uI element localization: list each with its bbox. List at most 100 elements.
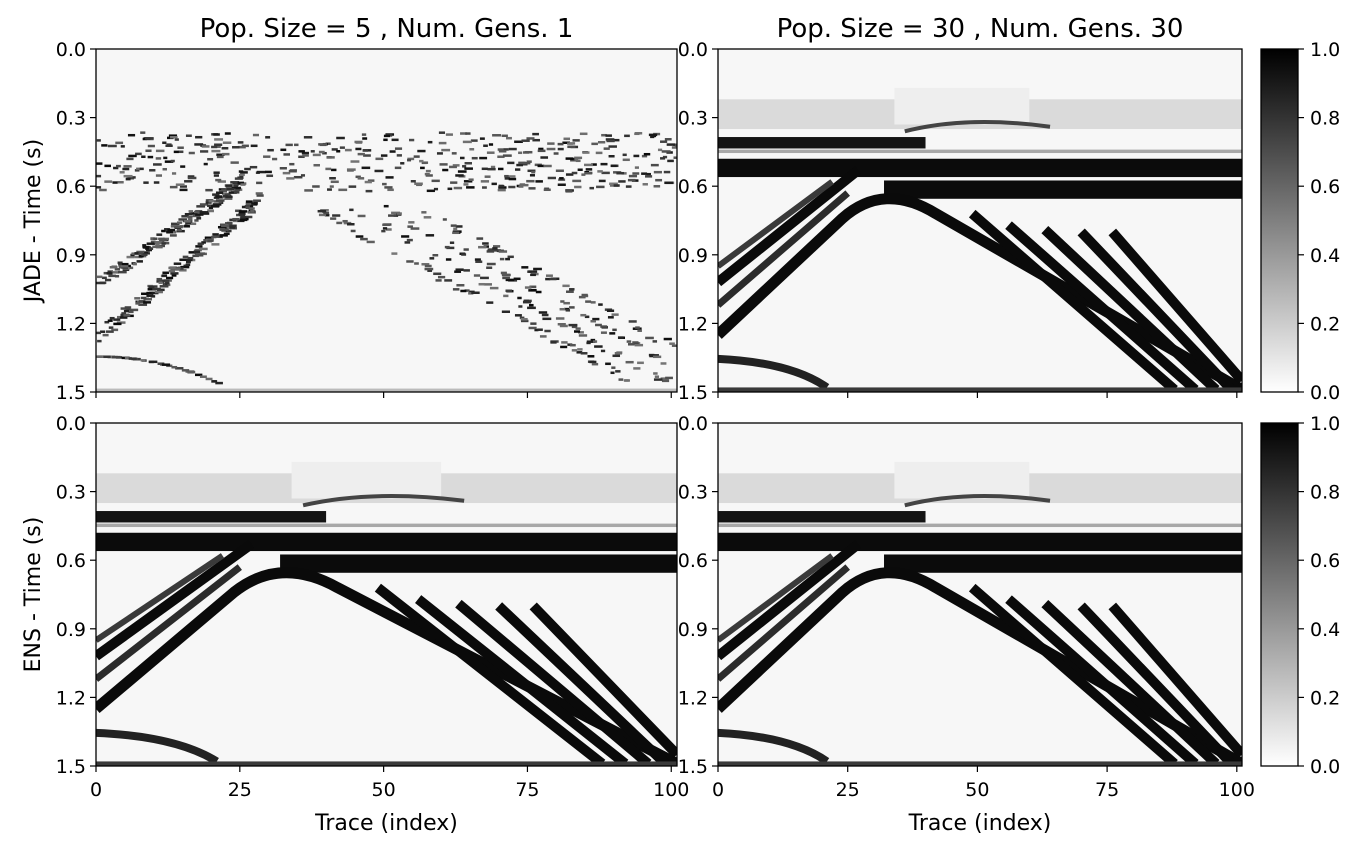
reflector-band-2 [718, 158, 1242, 178]
heatmap-panel-top-right: 0.0 0.3 0.6 0.9 1.2 1.5 Pop. Size = 30 , Num. … [678, 14, 1243, 404]
noise-speck-band [389, 150, 396, 153]
noise-speck-band [312, 185, 320, 188]
noise-speck-band [660, 140, 668, 143]
noise-speck-band [329, 177, 336, 180]
y-tick-label: 0.9 [56, 619, 86, 641]
noise-speck-diagonal [143, 301, 152, 304]
noise-speck-band [96, 162, 103, 165]
upper-arc [302, 494, 465, 508]
noise-speck-stripe [486, 301, 494, 304]
noise-speck-diagonal [255, 192, 263, 195]
noise-speck-diagonal [107, 319, 113, 322]
noise-speck-band [187, 176, 197, 180]
noise-speck-stripe [671, 344, 677, 347]
noise-speck-stripe [607, 316, 614, 319]
reflector-band-2 [96, 532, 677, 552]
noise-speck-band [449, 165, 457, 169]
x-tick-label: 100 [653, 779, 689, 801]
noise-speck-band [363, 154, 371, 157]
gray-block-top [894, 87, 1030, 125]
noise-speck-band [589, 186, 595, 190]
noise-speck-band [222, 141, 232, 144]
noise-speck-diagonal [219, 228, 229, 231]
noise-speck-band [355, 175, 361, 179]
noise-speck-stripe [524, 286, 532, 289]
noise-speck-stripe [492, 249, 501, 252]
noise-speck-band [642, 183, 648, 186]
noise-speck-band [163, 156, 168, 160]
noise-speck-band [293, 175, 303, 179]
noise-speck-band [396, 154, 402, 157]
x-tick-label: 75 [1095, 779, 1119, 801]
noise-speck-stripe [519, 316, 525, 320]
diagonal-event-b [718, 190, 850, 308]
noise-speck-band [361, 133, 367, 136]
noise-speck-stripe [586, 341, 591, 345]
noise-speck-band [380, 154, 388, 157]
noise-speck-diagonal [230, 186, 238, 189]
noise-speck-band [584, 163, 593, 167]
noise-speck-stripe [486, 266, 493, 269]
noise-speck-stripe [505, 257, 511, 261]
noise-speck-stripe [538, 311, 548, 314]
noise-speck-band [521, 139, 530, 142]
noise-speck-band [532, 132, 539, 136]
noise-speck-diagonal [125, 307, 131, 311]
noise-speck-stripe [520, 319, 529, 323]
colorbar-tick-label: 1.0 [1310, 413, 1340, 435]
noise-speck-band [384, 186, 393, 189]
noise-speck-band [558, 178, 566, 181]
reflector-band-thin [718, 523, 1242, 528]
noise-speck-band [613, 184, 620, 187]
noise-speck-band [488, 143, 494, 146]
gray-block-top [291, 461, 442, 499]
noise-speck-stripe [507, 255, 514, 259]
noise-speck-band [426, 189, 435, 193]
bottom-band [718, 761, 1242, 766]
noise-speck-diagonal [184, 212, 193, 216]
noise-speck-band [112, 181, 118, 184]
noise-speck-band [265, 170, 272, 174]
noise-speck-diagonal [108, 326, 114, 329]
noise-speck-band [470, 139, 478, 142]
noise-speck-diagonal [195, 254, 204, 257]
reflector-band-thin [718, 149, 1242, 154]
noise-speck-band [464, 167, 473, 170]
noise-speck-stripe [566, 290, 574, 293]
noise-speck-stripe [453, 227, 458, 230]
noise-speck-band [357, 152, 365, 156]
noise-speck-band [344, 148, 352, 152]
noise-speck-diagonal [238, 213, 246, 216]
noise-speck-diagonal [154, 241, 163, 244]
noise-speck-stripe [533, 267, 542, 271]
noise-speck-band [514, 140, 523, 144]
colorbar-tick-label: 0.6 [1310, 550, 1340, 572]
noise-speck-stripe [626, 340, 632, 343]
noise-speck-diagonal [135, 302, 141, 305]
noise-speck-stripe [530, 288, 537, 292]
noise-speck-stripe [503, 294, 509, 298]
noise-speck-band [483, 144, 488, 147]
noise-speck-band [179, 185, 187, 188]
noise-speck-band [174, 138, 179, 141]
noise-speck-band [125, 177, 131, 181]
noise-speck-diagonal [158, 237, 165, 241]
noise-speck-band [618, 180, 626, 183]
x-tick-label: 25 [228, 779, 252, 801]
y-tick-label: 0.6 [678, 550, 708, 572]
noise-speck-stripe [522, 300, 532, 304]
noise-speck-band [453, 186, 463, 190]
noise-speck-diagonal [136, 260, 143, 263]
noise-speck-stripe [498, 250, 508, 253]
noise-speck-band [250, 144, 258, 148]
noise-speck-diagonal [228, 224, 237, 228]
noise-speck-diagonal [234, 177, 243, 180]
bottom-band [96, 388, 677, 392]
noise-speck-stripe [444, 245, 450, 249]
noise-speck-band [524, 150, 533, 154]
noise-speck-band [330, 180, 339, 184]
noise-speck-band [336, 150, 341, 153]
x-tick-label: 50 [372, 779, 396, 801]
noise-speck-band [657, 148, 663, 152]
noise-speck-band [622, 158, 630, 162]
